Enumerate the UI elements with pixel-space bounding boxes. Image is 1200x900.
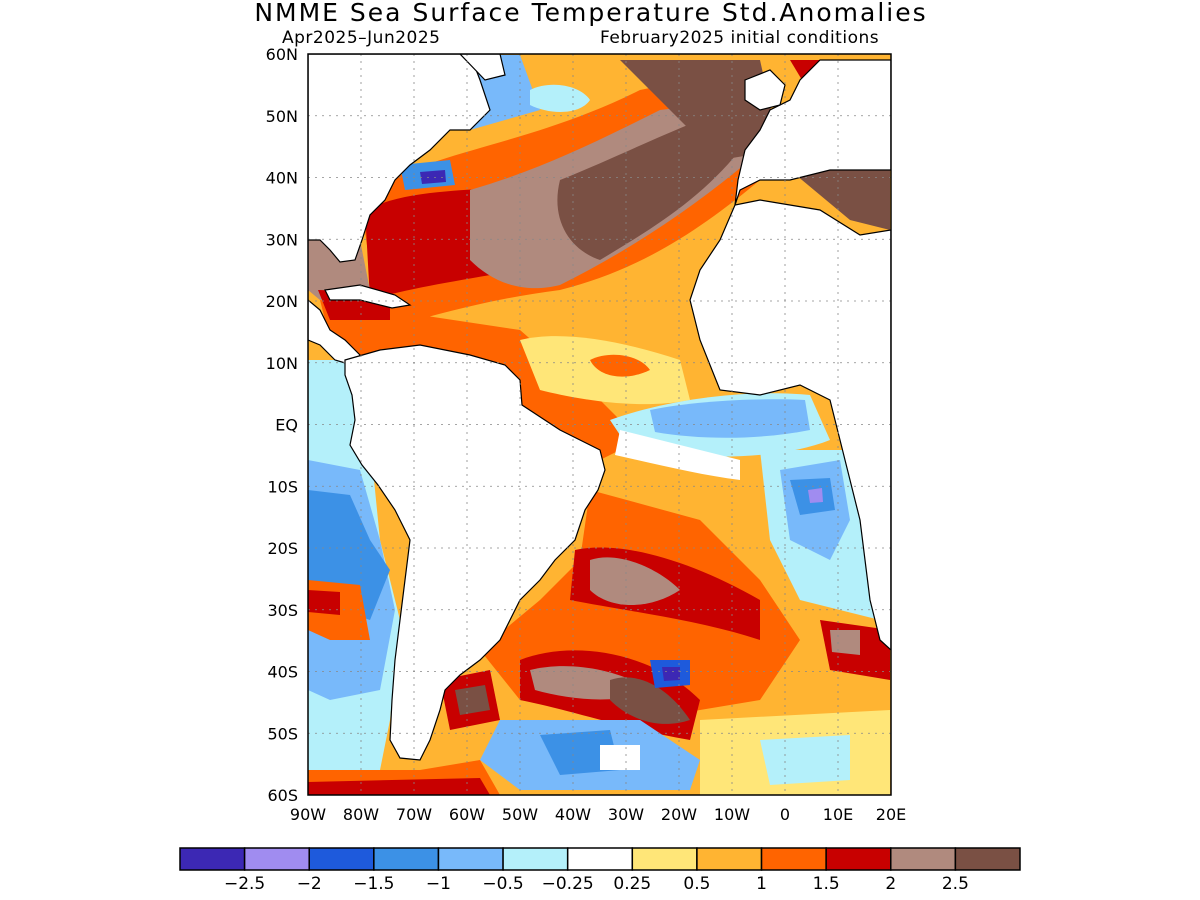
colorbar-label: −2.5 [224, 874, 265, 894]
lat-tick-label: 50N [266, 107, 298, 126]
colorbar-label: 0.25 [613, 874, 651, 894]
map-frame [307, 53, 892, 796]
colorbar-label: 0.5 [683, 874, 710, 894]
lon-tick-label: 10W [714, 805, 750, 824]
colorbar-label: 1 [756, 874, 767, 894]
colorbar-label: −1 [426, 874, 451, 894]
map-gridlines [308, 54, 891, 795]
colorbar-swatch [308, 847, 375, 871]
lon-tick-label: 90W [290, 805, 326, 824]
colorbar-label: −2 [297, 874, 322, 894]
colorbar-swatch [373, 847, 440, 871]
lon-tick-label: 40W [555, 805, 591, 824]
lat-tick-label: 10S [267, 477, 298, 496]
lat-tick-label: 10N [266, 354, 298, 373]
lat-tick-label: 20N [266, 292, 298, 311]
lat-tick-label: EQ [275, 416, 298, 435]
colorbar [179, 847, 1021, 871]
colorbar-swatch [566, 847, 634, 871]
colorbar-swatch [502, 847, 569, 871]
colorbar-label: 1.5 [813, 874, 840, 894]
colorbar-swatch [179, 847, 246, 871]
lon-tick-label: 80W [343, 805, 379, 824]
colorbar-swatch [243, 847, 310, 871]
lon-tick-label: 30W [608, 805, 644, 824]
lon-tick-label: 20E [876, 805, 906, 824]
lon-tick-label: 60W [449, 805, 485, 824]
colorbar-swatch [825, 847, 892, 871]
colorbar-label: 2.5 [942, 874, 969, 894]
lat-tick-label: 60N [266, 45, 298, 64]
lon-tick-label: 20W [661, 805, 697, 824]
colorbar-swatch [954, 847, 1021, 871]
colorbar-swatch [631, 847, 698, 871]
lon-tick-label: 70W [396, 805, 432, 824]
land-masses [308, 54, 891, 761]
lat-tick-label: 40S [267, 663, 298, 682]
lat-tick-label: 50S [267, 724, 298, 743]
colorbar-swatch [760, 847, 827, 871]
lon-tick-label: 10E [823, 805, 853, 824]
lat-tick-label: 30S [267, 601, 298, 620]
lon-tick-label: 0 [780, 805, 790, 824]
map-title: NMME Sea Surface Temperature Std.Anomali… [254, 0, 928, 27]
colorbar-swatch [437, 847, 504, 871]
lat-tick-label: 20S [267, 539, 298, 558]
colorbar-label: −1.5 [353, 874, 394, 894]
colorbar-label: −0.5 [482, 874, 523, 894]
colorbar-label: −0.25 [542, 874, 594, 894]
forecast-period: Apr2025–Jun2025 [282, 28, 441, 48]
lon-tick-label: 50W [502, 805, 538, 824]
colorbar-swatch [890, 847, 957, 871]
lat-tick-label: 40N [266, 169, 298, 188]
colorbar-label: 2 [885, 874, 896, 894]
lat-tick-label: 30N [266, 230, 298, 249]
lat-tick-label: 60S [267, 786, 298, 805]
colorbar-swatch [696, 847, 763, 871]
initial-conditions-label: February2025 initial conditions [600, 28, 880, 48]
